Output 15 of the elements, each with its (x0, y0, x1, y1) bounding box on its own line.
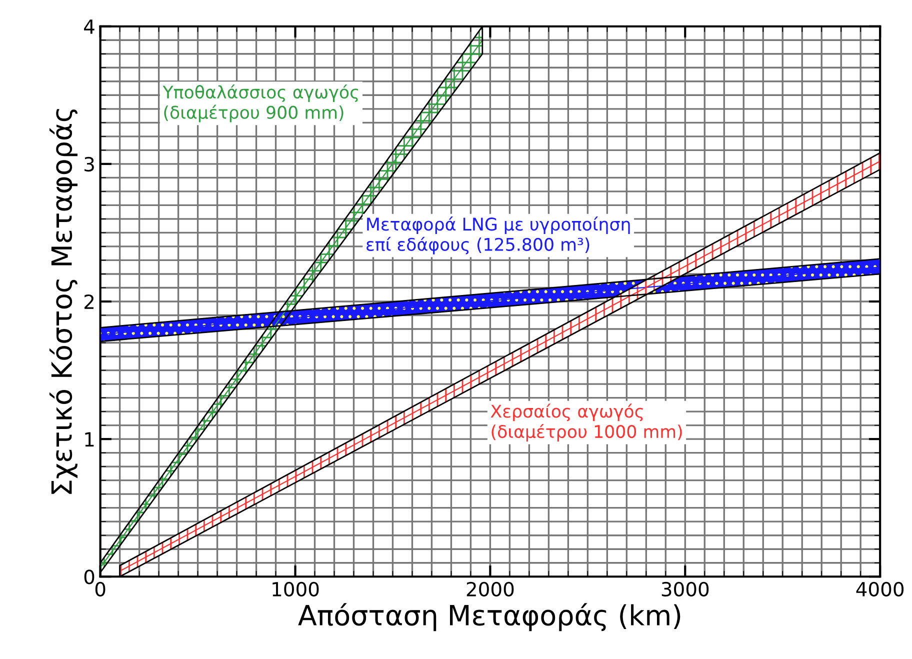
x-tick-label: 3000 (662, 582, 709, 597)
y-tick-label: 4 (84, 20, 94, 34)
x-axis-title: Απόσταση Μεταφοράς (km) (298, 603, 680, 632)
text: Υποθαλάσσιος αγωγός (διαμέτρου 900 mm) (162, 84, 358, 122)
x-tick-label: 1000 (272, 582, 319, 597)
y-axis-title: Σχετικό Κόστος Μεταφοράς (49, 109, 78, 494)
y-tick-label: 2 (84, 294, 94, 309)
series-label: Χερσαίος αγωγός (διαμέτρου 1000 mm) (490, 404, 682, 442)
series-label: Μεταφορά LNG με υγροποίηση επί εδάφους (125.800 m³) (366, 216, 630, 254)
y-tick-label: 3 (84, 156, 94, 172)
x-tick-label: 0 (95, 582, 106, 597)
x-tick-label: 2000 (466, 582, 514, 597)
x-tick-label: 4000 (856, 582, 904, 597)
y-tick-label: 0 (84, 570, 94, 584)
y-tick-label: 1 (85, 432, 94, 446)
